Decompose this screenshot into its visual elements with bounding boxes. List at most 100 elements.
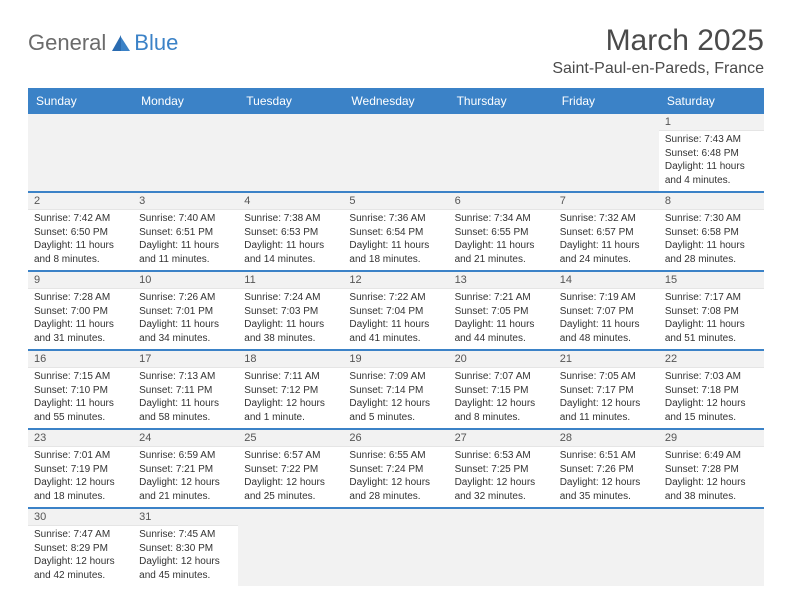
day-cell: 2Sunrise: 7:42 AMSunset: 6:50 PMDaylight…: [28, 192, 133, 271]
day-info-line: and 21 minutes.: [455, 253, 548, 267]
day-cell: 13Sunrise: 7:21 AMSunset: 7:05 PMDayligh…: [449, 271, 554, 350]
day-cell: 14Sunrise: 7:19 AMSunset: 7:07 PMDayligh…: [554, 271, 659, 350]
day-number: 7: [554, 193, 659, 210]
day-info-line: Sunset: 7:19 PM: [34, 463, 127, 477]
day-info-line: Daylight: 11 hours: [349, 318, 442, 332]
weekday-header-row: SundayMondayTuesdayWednesdayThursdayFrid…: [28, 88, 764, 114]
logo-text-2: Blue: [134, 30, 178, 56]
day-cell: [343, 508, 448, 586]
day-info-line: Sunrise: 7:32 AM: [560, 212, 653, 226]
day-info-line: Sunset: 6:58 PM: [665, 226, 758, 240]
day-info-line: and 21 minutes.: [139, 490, 232, 504]
day-info-line: Daylight: 11 hours: [455, 239, 548, 253]
day-info-line: Sunset: 7:08 PM: [665, 305, 758, 319]
day-cell: 15Sunrise: 7:17 AMSunset: 7:08 PMDayligh…: [659, 271, 764, 350]
day-cell: 11Sunrise: 7:24 AMSunset: 7:03 PMDayligh…: [238, 271, 343, 350]
day-info-line: and 55 minutes.: [34, 411, 127, 425]
day-info-line: Sunrise: 6:51 AM: [560, 449, 653, 463]
day-info-line: Sunrise: 7:01 AM: [34, 449, 127, 463]
day-info-line: Daylight: 11 hours: [665, 239, 758, 253]
day-info-line: and 8 minutes.: [34, 253, 127, 267]
day-info-line: and 34 minutes.: [139, 332, 232, 346]
day-info-line: and 15 minutes.: [665, 411, 758, 425]
day-info-line: Daylight: 11 hours: [665, 318, 758, 332]
day-info-line: Sunrise: 6:53 AM: [455, 449, 548, 463]
day-info-line: and 58 minutes.: [139, 411, 232, 425]
day-info-line: Sunset: 7:26 PM: [560, 463, 653, 477]
day-info-line: Sunset: 7:21 PM: [139, 463, 232, 477]
day-info-line: and 8 minutes.: [455, 411, 548, 425]
day-info-line: Sunrise: 6:49 AM: [665, 449, 758, 463]
day-info-line: and 31 minutes.: [34, 332, 127, 346]
day-number: 11: [238, 272, 343, 289]
day-cell: 20Sunrise: 7:07 AMSunset: 7:15 PMDayligh…: [449, 350, 554, 429]
day-number: 30: [28, 509, 133, 526]
day-cell: 4Sunrise: 7:38 AMSunset: 6:53 PMDaylight…: [238, 192, 343, 271]
day-number: 9: [28, 272, 133, 289]
calendar-table: SundayMondayTuesdayWednesdayThursdayFrid…: [28, 88, 764, 586]
day-cell: 21 Sunrise: 7:05 AMSunset: 7:17 PMDayligh…: [554, 350, 659, 429]
day-info-line: Sunset: 7:04 PM: [349, 305, 442, 319]
day-info-line: and 32 minutes.: [455, 490, 548, 504]
day-info-line: Daylight: 11 hours: [244, 318, 337, 332]
day-cell: [343, 114, 448, 192]
day-info-line: Sunset: 8:30 PM: [139, 542, 232, 556]
day-number: 8: [659, 193, 764, 210]
day-info-line: Sunrise: 7:05 AM: [560, 370, 653, 384]
weekday-header: Friday: [554, 88, 659, 114]
day-cell: 12Sunrise: 7:22 AMSunset: 7:04 PMDayligh…: [343, 271, 448, 350]
day-number: 10: [133, 272, 238, 289]
day-info-line: Daylight: 11 hours: [244, 239, 337, 253]
day-cell: 3Sunrise: 7:40 AMSunset: 6:51 PMDaylight…: [133, 192, 238, 271]
week-row: 1Sunrise: 7:43 AMSunset: 6:48 PMDaylight…: [28, 114, 764, 192]
day-number: 22: [659, 351, 764, 368]
day-cell: 17Sunrise: 7:13 AMSunset: 7:11 PMDayligh…: [133, 350, 238, 429]
day-cell: [554, 114, 659, 192]
day-info-line: and 28 minutes.: [665, 253, 758, 267]
day-info-line: Sunrise: 7:47 AM: [34, 528, 127, 542]
day-info-line: Sunset: 7:10 PM: [34, 384, 127, 398]
location-text: Saint-Paul-en-Pareds, France: [552, 60, 764, 78]
day-info-line: Sunrise: 6:59 AM: [139, 449, 232, 463]
day-info-line: Daylight: 11 hours: [560, 318, 653, 332]
day-info-line: Daylight: 12 hours: [34, 476, 127, 490]
day-info-line: Daylight: 11 hours: [139, 318, 232, 332]
week-row: 16Sunrise: 7:15 AMSunset: 7:10 PMDayligh…: [28, 350, 764, 429]
day-info-line: Sunrise: 6:55 AM: [349, 449, 442, 463]
day-info-line: Sunset: 8:29 PM: [34, 542, 127, 556]
day-info-line: Sunset: 7:24 PM: [349, 463, 442, 477]
logo-text-1: General: [28, 30, 106, 56]
day-info-line: and 4 minutes.: [665, 174, 758, 188]
day-number: 26: [343, 430, 448, 447]
day-cell: 1Sunrise: 7:43 AMSunset: 6:48 PMDaylight…: [659, 114, 764, 192]
week-row: 23Sunrise: 7:01 AMSunset: 7:19 PMDayligh…: [28, 429, 764, 508]
day-number: 21: [554, 351, 659, 368]
day-info-line: Sunset: 7:17 PM: [560, 384, 653, 398]
day-info-line: and 48 minutes.: [560, 332, 653, 346]
logo: General Blue: [28, 24, 178, 56]
day-info-line: Daylight: 12 hours: [560, 476, 653, 490]
week-row: 9Sunrise: 7:28 AMSunset: 7:00 PMDaylight…: [28, 271, 764, 350]
day-cell: [28, 114, 133, 192]
day-number: 13: [449, 272, 554, 289]
day-info-line: Sunset: 7:14 PM: [349, 384, 442, 398]
day-info-line: Daylight: 12 hours: [560, 397, 653, 411]
day-info-line: Daylight: 11 hours: [560, 239, 653, 253]
month-title: March 2025: [552, 24, 764, 58]
day-cell: 23Sunrise: 7:01 AMSunset: 7:19 PMDayligh…: [28, 429, 133, 508]
day-info-line: Sunset: 7:15 PM: [455, 384, 548, 398]
day-info-line: Sunset: 7:00 PM: [34, 305, 127, 319]
day-info-line: Sunrise: 7:24 AM: [244, 291, 337, 305]
day-cell: 8Sunrise: 7:30 AMSunset: 6:58 PMDaylight…: [659, 192, 764, 271]
day-cell: 22Sunrise: 7:03 AMSunset: 7:18 PMDayligh…: [659, 350, 764, 429]
day-info-line: and 14 minutes.: [244, 253, 337, 267]
day-info-line: and 25 minutes.: [244, 490, 337, 504]
day-number: 29: [659, 430, 764, 447]
day-info-line: and 38 minutes.: [665, 490, 758, 504]
day-info-line: and 42 minutes.: [34, 569, 127, 583]
day-info-line: Sunrise: 7:42 AM: [34, 212, 127, 226]
day-info-line: Daylight: 12 hours: [349, 397, 442, 411]
day-cell: 30Sunrise: 7:47 AMSunset: 8:29 PMDayligh…: [28, 508, 133, 586]
day-info-line: Sunrise: 7:15 AM: [34, 370, 127, 384]
day-cell: 16Sunrise: 7:15 AMSunset: 7:10 PMDayligh…: [28, 350, 133, 429]
